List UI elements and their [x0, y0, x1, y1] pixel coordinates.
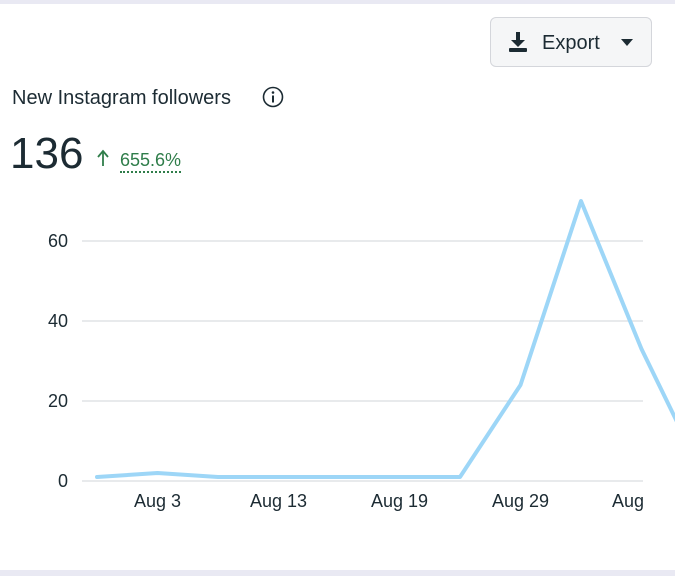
download-icon	[509, 32, 527, 52]
metric-value: 136	[10, 129, 84, 178]
caret-down-icon	[621, 39, 633, 46]
metric-title: New Instagram followers	[12, 87, 231, 109]
arrow-up-icon	[97, 149, 109, 166]
info-icon[interactable]	[262, 86, 284, 108]
change-percentage[interactable]: 655.6%	[120, 149, 182, 173]
export-label: Export	[542, 32, 600, 54]
export-button[interactable]: Export	[490, 17, 652, 67]
